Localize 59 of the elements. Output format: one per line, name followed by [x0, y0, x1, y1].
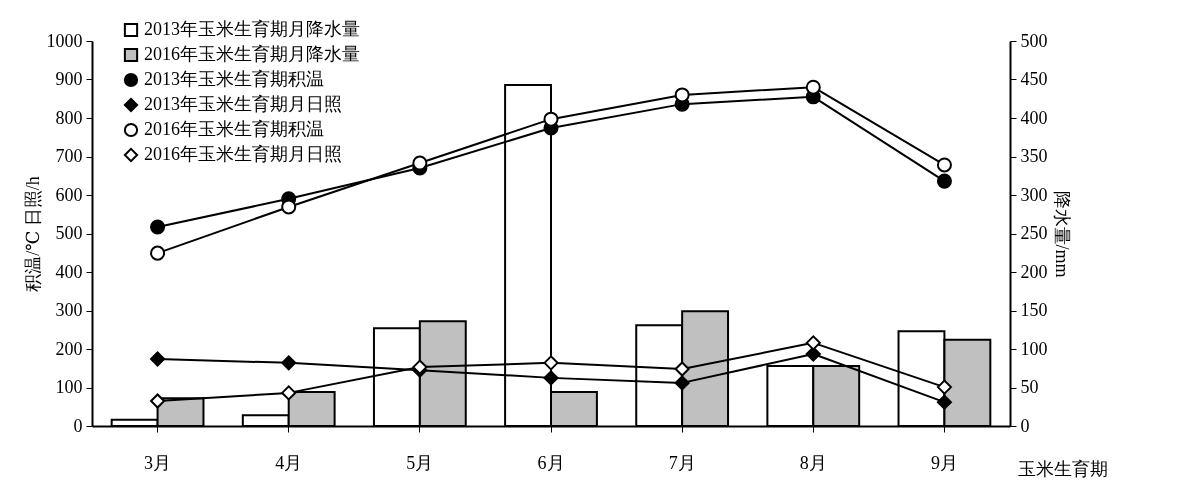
- y-tick-label: 600: [55, 184, 83, 205]
- point: [543, 355, 559, 371]
- point: [150, 351, 166, 367]
- y2-tick-label: 50: [1020, 377, 1039, 397]
- y-tick-label: 800: [55, 107, 83, 128]
- legend-label: 2013年玉米生育期月降水量: [144, 19, 360, 39]
- point: [805, 346, 821, 362]
- y2-tick-label: 400: [1020, 107, 1048, 128]
- x-tick-label: 6月: [537, 452, 565, 473]
- y-tick-label: 900: [55, 69, 83, 89]
- point: [150, 219, 166, 235]
- y2-tick-label: 150: [1020, 300, 1048, 320]
- point: [936, 173, 952, 189]
- y2-tick-label: 200: [1020, 261, 1048, 282]
- point: [150, 393, 166, 409]
- y-tick-label: 400: [55, 261, 83, 282]
- point: [281, 355, 297, 371]
- y-tick-label: 300: [55, 300, 83, 320]
- point: [674, 87, 690, 103]
- y-tick-label: 0: [73, 415, 83, 436]
- x-tick-label: 4月: [275, 452, 303, 473]
- x-tick-label: 5月: [406, 452, 434, 473]
- y-tick-label: 100: [55, 377, 83, 397]
- point: [543, 370, 559, 386]
- legend-label: 2016年玉米生育期月日照: [144, 144, 342, 164]
- point: [674, 375, 690, 391]
- y-tick-label: 200: [55, 338, 83, 359]
- y-axis-title: 积温/℃ 日照/h: [22, 176, 43, 292]
- point: [281, 199, 297, 215]
- y-tick-label: 1000: [46, 30, 83, 51]
- x-axis-title: 玉米生育期: [1017, 458, 1108, 479]
- y-tick-label: 700: [55, 146, 83, 166]
- x-tick-label: 3月: [144, 452, 172, 473]
- point: [674, 361, 690, 377]
- y2-tick-label: 500: [1020, 30, 1048, 51]
- y2-tick-label: 350: [1020, 146, 1048, 166]
- y2-tick-label: 250: [1020, 223, 1048, 243]
- x-tick-label: 9月: [930, 452, 958, 473]
- point: [936, 157, 952, 173]
- point: [281, 385, 297, 401]
- point: [543, 111, 559, 127]
- point: [805, 79, 821, 95]
- legend-label: 2016年玉米生育期月降水量: [144, 44, 360, 64]
- y2-tick-label: 300: [1020, 184, 1048, 205]
- point: [412, 155, 428, 171]
- point: [150, 245, 166, 261]
- x-tick-label: 8月: [799, 452, 827, 473]
- legend-label: 2013年玉米生育期月日照: [144, 94, 342, 114]
- y2-tick-label: 100: [1020, 338, 1048, 359]
- y-tick-label: 500: [55, 223, 83, 243]
- point: [936, 379, 952, 395]
- legend-label: 2013年玉米生育期积温: [144, 69, 324, 89]
- point: [805, 335, 821, 351]
- y2-tick-label: 450: [1020, 69, 1048, 89]
- y2-axis-title: 降水量/mm: [1051, 190, 1072, 278]
- y2-tick-label: 0: [1020, 415, 1030, 436]
- legend-label: 2016年玉米生育期积温: [144, 119, 324, 139]
- x-tick-label: 7月: [668, 452, 696, 473]
- point: [936, 394, 952, 410]
